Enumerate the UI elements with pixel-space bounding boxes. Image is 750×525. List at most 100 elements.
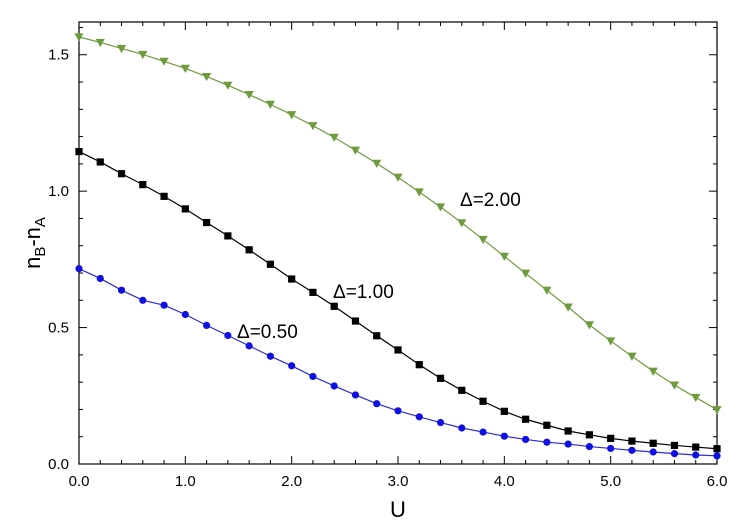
- data-point-1: [117, 170, 126, 178]
- data-point-1: [96, 158, 104, 166]
- data-point-2: [499, 252, 509, 261]
- data-point-0: [415, 413, 423, 421]
- data-point-0: [500, 432, 508, 440]
- x-tick-label: 1.0: [175, 473, 196, 490]
- data-point-1: [692, 443, 700, 451]
- annotation-delta-200: Δ=2.00: [460, 190, 521, 211]
- data-point-2: [180, 64, 190, 73]
- data-point-1: [585, 431, 593, 439]
- data-point-1: [75, 147, 83, 156]
- data-point-2: [287, 111, 297, 120]
- data-point-1: [458, 386, 466, 394]
- plot-frame: [78, 21, 718, 465]
- data-point-0: [75, 265, 83, 273]
- data-point-2: [648, 367, 658, 376]
- x-tick-label: 0.0: [69, 473, 90, 490]
- data-point-2: [138, 50, 148, 60]
- data-point-2: [95, 38, 105, 48]
- data-point-0: [245, 342, 253, 350]
- data-point-0: [203, 321, 211, 329]
- data-point-2: [691, 393, 701, 403]
- x-tick-label: 4.0: [494, 473, 515, 490]
- series-line-2: [78, 36, 718, 411]
- data-point-0: [181, 310, 189, 319]
- data-point-2: [669, 381, 680, 390]
- data-point-0: [458, 424, 466, 432]
- data-point-1: [500, 407, 508, 415]
- data-point-1: [139, 181, 147, 189]
- data-point-2: [521, 269, 531, 278]
- data-point-1: [330, 302, 338, 310]
- data-point-1: [224, 232, 232, 240]
- data-point-0: [436, 418, 445, 427]
- data-point-1: [479, 397, 487, 405]
- data-point-1: [266, 260, 274, 268]
- data-point-1: [670, 441, 679, 450]
- y-tick-label: 1.5: [48, 47, 69, 64]
- x-tick-label: 3.0: [388, 473, 409, 490]
- data-point-2: [329, 133, 339, 143]
- data-point-2: [159, 57, 169, 66]
- data-point-2: [478, 235, 488, 245]
- data-point-2: [627, 352, 637, 361]
- data-point-2: [223, 81, 233, 90]
- data-point-1: [564, 427, 572, 435]
- x-tick-label: 6.0: [707, 473, 728, 490]
- data-point-1: [288, 275, 296, 283]
- data-point-0: [564, 440, 572, 448]
- data-point-2: [308, 122, 318, 131]
- data-point-0: [692, 451, 700, 459]
- data-point-0: [522, 435, 530, 444]
- data-point-1: [522, 415, 530, 423]
- data-point-0: [351, 391, 360, 399]
- y-axis-label: nB-nA: [20, 217, 49, 269]
- data-point-0: [117, 286, 126, 294]
- data-point-0: [713, 452, 721, 460]
- data-point-0: [479, 428, 487, 436]
- data-point-2: [74, 33, 84, 42]
- data-point-0: [394, 407, 402, 415]
- data-point-1: [160, 192, 168, 200]
- x-tick-label: 5.0: [600, 473, 621, 490]
- data-point-2: [584, 321, 594, 330]
- data-point-1: [181, 205, 189, 213]
- data-point-1: [415, 361, 423, 369]
- data-point-0: [607, 444, 615, 453]
- data-point-1: [203, 218, 211, 227]
- series-line-1: [78, 151, 718, 450]
- series-lines: [78, 36, 718, 457]
- series-markers: [74, 33, 722, 460]
- data-point-2: [202, 72, 212, 82]
- data-point-2: [116, 44, 127, 54]
- data-point-1: [543, 421, 551, 429]
- data-point-2: [350, 146, 361, 155]
- data-point-2: [393, 173, 403, 182]
- data-point-1: [649, 439, 657, 447]
- data-point-0: [330, 382, 338, 390]
- data-point-2: [435, 203, 446, 212]
- annotation-delta-100: Δ=1.00: [333, 282, 394, 303]
- data-point-2: [457, 219, 467, 228]
- data-point-1: [351, 317, 360, 325]
- x-tick-label: 2.0: [281, 473, 302, 490]
- data-point-2: [542, 286, 552, 295]
- data-point-0: [373, 400, 381, 408]
- data-point-1: [607, 434, 615, 442]
- y-tick-label: 1.0: [48, 183, 69, 200]
- data-point-0: [96, 274, 104, 283]
- data-point-0: [266, 352, 274, 360]
- y-tick-label: 0.5: [48, 320, 69, 337]
- data-point-0: [628, 446, 636, 454]
- data-point-0: [585, 442, 594, 451]
- ticks: 0.0 1.0 2.0 3.0 4.0 5.0 6.0 0.0 0.5 1.0 1.5: [48, 22, 727, 490]
- x-axis-label: U: [390, 497, 406, 522]
- y-tick-label: 0.0: [48, 456, 69, 473]
- data-point-0: [224, 331, 232, 340]
- data-point-0: [670, 450, 679, 458]
- series-line-0: [78, 268, 718, 457]
- data-point-1: [245, 246, 253, 254]
- data-point-0: [139, 296, 147, 304]
- data-point-2: [414, 188, 424, 197]
- data-point-1: [373, 332, 381, 340]
